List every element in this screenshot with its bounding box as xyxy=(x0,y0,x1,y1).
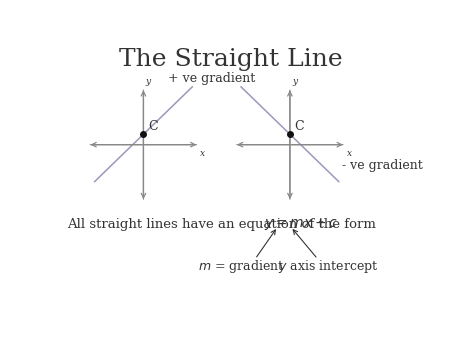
Text: + ve gradient: + ve gradient xyxy=(168,72,255,85)
Text: The Straight Line: The Straight Line xyxy=(119,48,342,71)
Text: $m$ = gradient: $m$ = gradient xyxy=(198,259,284,275)
Text: All straight lines have an equation of the form: All straight lines have an equation of t… xyxy=(67,218,376,231)
Text: x: x xyxy=(347,149,352,158)
Text: y: y xyxy=(145,77,151,87)
Text: C: C xyxy=(148,120,158,133)
Text: $y$ axis intercept: $y$ axis intercept xyxy=(278,259,378,275)
Text: $y = mx + c$: $y = mx + c$ xyxy=(264,216,338,232)
Text: - ve gradient: - ve gradient xyxy=(342,159,423,172)
Text: C: C xyxy=(294,120,304,133)
Text: y: y xyxy=(292,77,297,87)
Text: x: x xyxy=(200,149,205,158)
